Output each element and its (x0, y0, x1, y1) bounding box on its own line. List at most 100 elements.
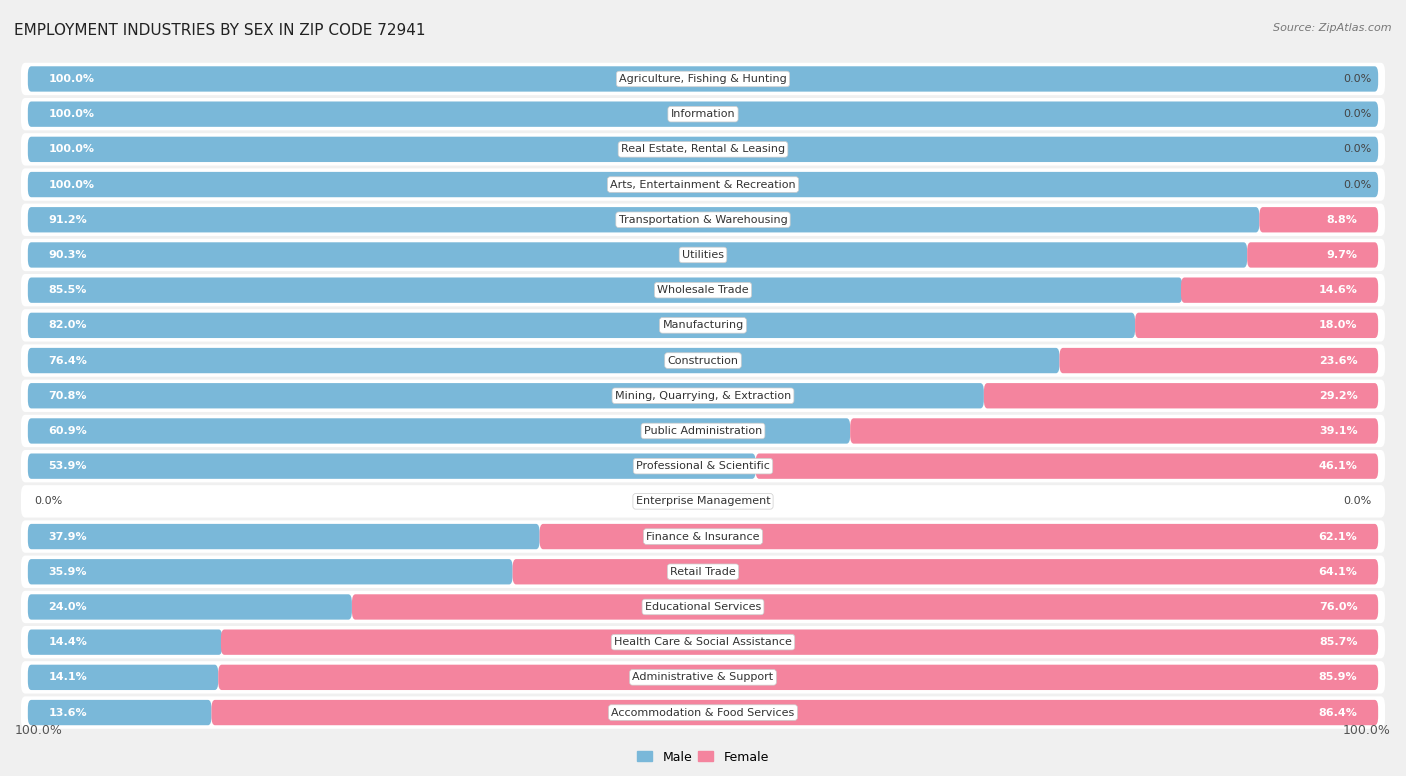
FancyBboxPatch shape (21, 379, 1385, 412)
Text: Educational Services: Educational Services (645, 602, 761, 612)
Text: 64.1%: 64.1% (1319, 566, 1358, 577)
Text: Agriculture, Fishing & Hunting: Agriculture, Fishing & Hunting (619, 74, 787, 84)
Text: Professional & Scientific: Professional & Scientific (636, 461, 770, 471)
Text: 23.6%: 23.6% (1319, 355, 1358, 365)
FancyBboxPatch shape (1181, 278, 1378, 303)
FancyBboxPatch shape (21, 626, 1385, 658)
Text: 13.6%: 13.6% (48, 708, 87, 718)
Text: Source: ZipAtlas.com: Source: ZipAtlas.com (1274, 23, 1392, 33)
Text: 62.1%: 62.1% (1319, 532, 1358, 542)
Text: EMPLOYMENT INDUSTRIES BY SEX IN ZIP CODE 72941: EMPLOYMENT INDUSTRIES BY SEX IN ZIP CODE… (14, 23, 426, 38)
Text: 86.4%: 86.4% (1319, 708, 1358, 718)
FancyBboxPatch shape (28, 207, 1260, 233)
FancyBboxPatch shape (28, 418, 851, 444)
FancyBboxPatch shape (21, 450, 1385, 483)
FancyBboxPatch shape (352, 594, 1378, 619)
Text: 0.0%: 0.0% (1343, 179, 1371, 189)
Text: 85.5%: 85.5% (48, 285, 87, 295)
FancyBboxPatch shape (21, 239, 1385, 271)
FancyBboxPatch shape (21, 556, 1385, 588)
Text: 0.0%: 0.0% (1343, 74, 1371, 84)
FancyBboxPatch shape (218, 665, 1378, 690)
FancyBboxPatch shape (28, 629, 222, 655)
FancyBboxPatch shape (28, 383, 984, 408)
FancyBboxPatch shape (21, 414, 1385, 447)
Text: 39.1%: 39.1% (1319, 426, 1358, 436)
FancyBboxPatch shape (21, 345, 1385, 377)
Text: 76.0%: 76.0% (1319, 602, 1358, 612)
FancyBboxPatch shape (540, 524, 1378, 549)
Text: 100.0%: 100.0% (48, 179, 94, 189)
FancyBboxPatch shape (21, 591, 1385, 623)
Text: 29.2%: 29.2% (1319, 391, 1358, 400)
FancyBboxPatch shape (21, 98, 1385, 130)
Text: 8.8%: 8.8% (1327, 215, 1358, 225)
Text: Accommodation & Food Services: Accommodation & Food Services (612, 708, 794, 718)
Text: 76.4%: 76.4% (48, 355, 87, 365)
Text: Construction: Construction (668, 355, 738, 365)
Text: 100.0%: 100.0% (48, 109, 94, 120)
Text: 91.2%: 91.2% (48, 215, 87, 225)
Text: 35.9%: 35.9% (48, 566, 87, 577)
FancyBboxPatch shape (28, 242, 1247, 268)
FancyBboxPatch shape (984, 383, 1378, 408)
Text: 53.9%: 53.9% (48, 461, 87, 471)
Text: 9.7%: 9.7% (1326, 250, 1358, 260)
FancyBboxPatch shape (1260, 207, 1378, 233)
Text: 100.0%: 100.0% (48, 144, 94, 154)
Text: Enterprise Management: Enterprise Management (636, 497, 770, 507)
Text: 14.4%: 14.4% (48, 637, 87, 647)
Text: Manufacturing: Manufacturing (662, 320, 744, 331)
FancyBboxPatch shape (1247, 242, 1378, 268)
Text: 0.0%: 0.0% (1343, 497, 1371, 507)
FancyBboxPatch shape (28, 594, 352, 619)
FancyBboxPatch shape (28, 102, 1378, 126)
FancyBboxPatch shape (21, 203, 1385, 236)
FancyBboxPatch shape (221, 629, 1378, 655)
Text: 37.9%: 37.9% (48, 532, 87, 542)
FancyBboxPatch shape (21, 168, 1385, 201)
Text: 70.8%: 70.8% (48, 391, 87, 400)
Text: Transportation & Warehousing: Transportation & Warehousing (619, 215, 787, 225)
FancyBboxPatch shape (21, 274, 1385, 307)
Legend: Male, Female: Male, Female (633, 746, 773, 768)
FancyBboxPatch shape (21, 133, 1385, 165)
FancyBboxPatch shape (28, 524, 540, 549)
FancyBboxPatch shape (755, 453, 1378, 479)
FancyBboxPatch shape (28, 453, 755, 479)
FancyBboxPatch shape (28, 172, 1378, 197)
Text: 100.0%: 100.0% (48, 74, 94, 84)
Text: 100.0%: 100.0% (14, 724, 62, 736)
FancyBboxPatch shape (28, 700, 211, 726)
FancyBboxPatch shape (21, 521, 1385, 553)
FancyBboxPatch shape (28, 559, 513, 584)
Text: Real Estate, Rental & Leasing: Real Estate, Rental & Leasing (621, 144, 785, 154)
Text: 85.7%: 85.7% (1319, 637, 1358, 647)
Text: 85.9%: 85.9% (1319, 672, 1358, 682)
FancyBboxPatch shape (851, 418, 1378, 444)
FancyBboxPatch shape (21, 696, 1385, 729)
Text: 60.9%: 60.9% (48, 426, 87, 436)
Text: 14.1%: 14.1% (48, 672, 87, 682)
Text: 82.0%: 82.0% (48, 320, 87, 331)
FancyBboxPatch shape (28, 66, 1378, 92)
FancyBboxPatch shape (21, 309, 1385, 341)
FancyBboxPatch shape (513, 559, 1378, 584)
FancyBboxPatch shape (28, 278, 1182, 303)
Text: 14.6%: 14.6% (1319, 285, 1358, 295)
FancyBboxPatch shape (28, 137, 1378, 162)
FancyBboxPatch shape (28, 313, 1135, 338)
Text: 90.3%: 90.3% (48, 250, 87, 260)
Text: Information: Information (671, 109, 735, 120)
Text: 46.1%: 46.1% (1319, 461, 1358, 471)
Text: 0.0%: 0.0% (1343, 144, 1371, 154)
FancyBboxPatch shape (211, 700, 1378, 726)
Text: Mining, Quarrying, & Extraction: Mining, Quarrying, & Extraction (614, 391, 792, 400)
Text: Health Care & Social Assistance: Health Care & Social Assistance (614, 637, 792, 647)
Text: Public Administration: Public Administration (644, 426, 762, 436)
FancyBboxPatch shape (21, 661, 1385, 694)
FancyBboxPatch shape (21, 485, 1385, 518)
FancyBboxPatch shape (28, 665, 218, 690)
Text: 100.0%: 100.0% (1343, 724, 1391, 736)
FancyBboxPatch shape (1060, 348, 1378, 373)
